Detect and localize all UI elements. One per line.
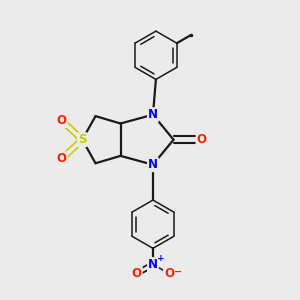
Text: S: S xyxy=(78,133,86,146)
Text: N: N xyxy=(148,158,158,171)
Text: +: + xyxy=(158,254,165,262)
Text: O: O xyxy=(196,133,206,146)
Text: N: N xyxy=(148,258,158,271)
Text: O: O xyxy=(132,267,142,280)
Text: O: O xyxy=(164,267,174,280)
Text: −: − xyxy=(174,267,182,277)
Text: N: N xyxy=(148,108,158,121)
Text: O: O xyxy=(57,152,67,165)
Text: O: O xyxy=(57,114,67,127)
